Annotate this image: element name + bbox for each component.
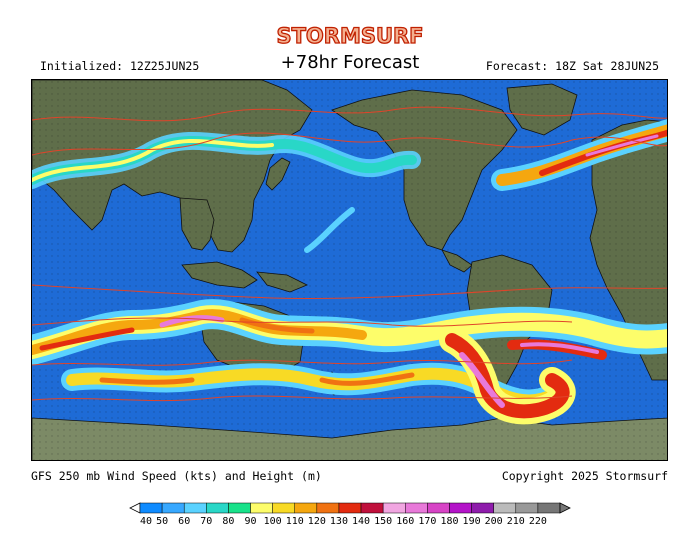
scale-swatch: [139, 502, 163, 514]
scale-swatch: [183, 502, 207, 514]
scale-swatch: [515, 502, 539, 514]
scale-swatch: [449, 502, 472, 514]
scale-swatch: [405, 502, 428, 514]
scale-swatch: [228, 502, 251, 514]
scale-label: 160: [396, 516, 414, 527]
scale-swatch: [471, 502, 494, 514]
scale-label: 80: [222, 516, 234, 527]
jet-streams: [32, 119, 667, 425]
scale-swatch: [250, 502, 273, 514]
scale-swatch: [272, 502, 295, 514]
scale-label: 140: [352, 516, 370, 527]
scale-left-arrow: [129, 502, 141, 514]
scale-label: 90: [245, 516, 257, 527]
scale-swatch: [537, 502, 561, 514]
forecast-title: +78hr Forecast: [280, 52, 420, 73]
scale-swatch: [427, 502, 450, 514]
scale-swatch: [338, 502, 362, 514]
scale-right-arrow: [559, 502, 571, 514]
map-caption: GFS 250 mb Wind Speed (kts) and Height (…: [31, 469, 322, 483]
scale-label: 50: [156, 516, 168, 527]
scale-label: 190: [463, 516, 481, 527]
scale-label: 100: [264, 516, 282, 527]
scale-label: 170: [418, 516, 436, 527]
map-svg: [32, 80, 667, 460]
scale-label: 110: [286, 516, 304, 527]
scale-label: 70: [200, 516, 212, 527]
forecast-valid-time: Forecast: 18Z Sat 28JUN25: [485, 59, 659, 73]
wind-speed-map: [31, 79, 668, 461]
scale-label: 210: [507, 516, 525, 527]
scale-label: 180: [440, 516, 458, 527]
scale-swatch: [360, 502, 384, 514]
scale-swatch: [161, 502, 185, 514]
scale-label: 120: [308, 516, 326, 527]
scale-label: 220: [529, 516, 547, 527]
scale-label: 150: [374, 516, 392, 527]
scale-label: 200: [485, 516, 503, 527]
stormsurf-logo: STORMSURF: [276, 23, 424, 48]
scale-swatch: [206, 502, 229, 514]
scale-swatch: [294, 502, 318, 514]
scale-label: 130: [330, 516, 348, 527]
stipple: [32, 80, 667, 460]
scale-label: 40: [140, 516, 152, 527]
scale-swatch: [316, 502, 340, 514]
scale-swatch: [493, 502, 517, 514]
color-scale-legend: 40 50 60 70 80 90 100 110 120 130 140 150 160 170 180 1…: [129, 502, 571, 527]
scale-label: 60: [178, 516, 190, 527]
scale-swatch: [382, 502, 406, 514]
initialized-time: Initialized: 12Z25JUN25: [40, 59, 200, 73]
height-contours: [32, 106, 667, 402]
copyright-text: Copyright 2025 Stormsurf: [501, 469, 668, 483]
